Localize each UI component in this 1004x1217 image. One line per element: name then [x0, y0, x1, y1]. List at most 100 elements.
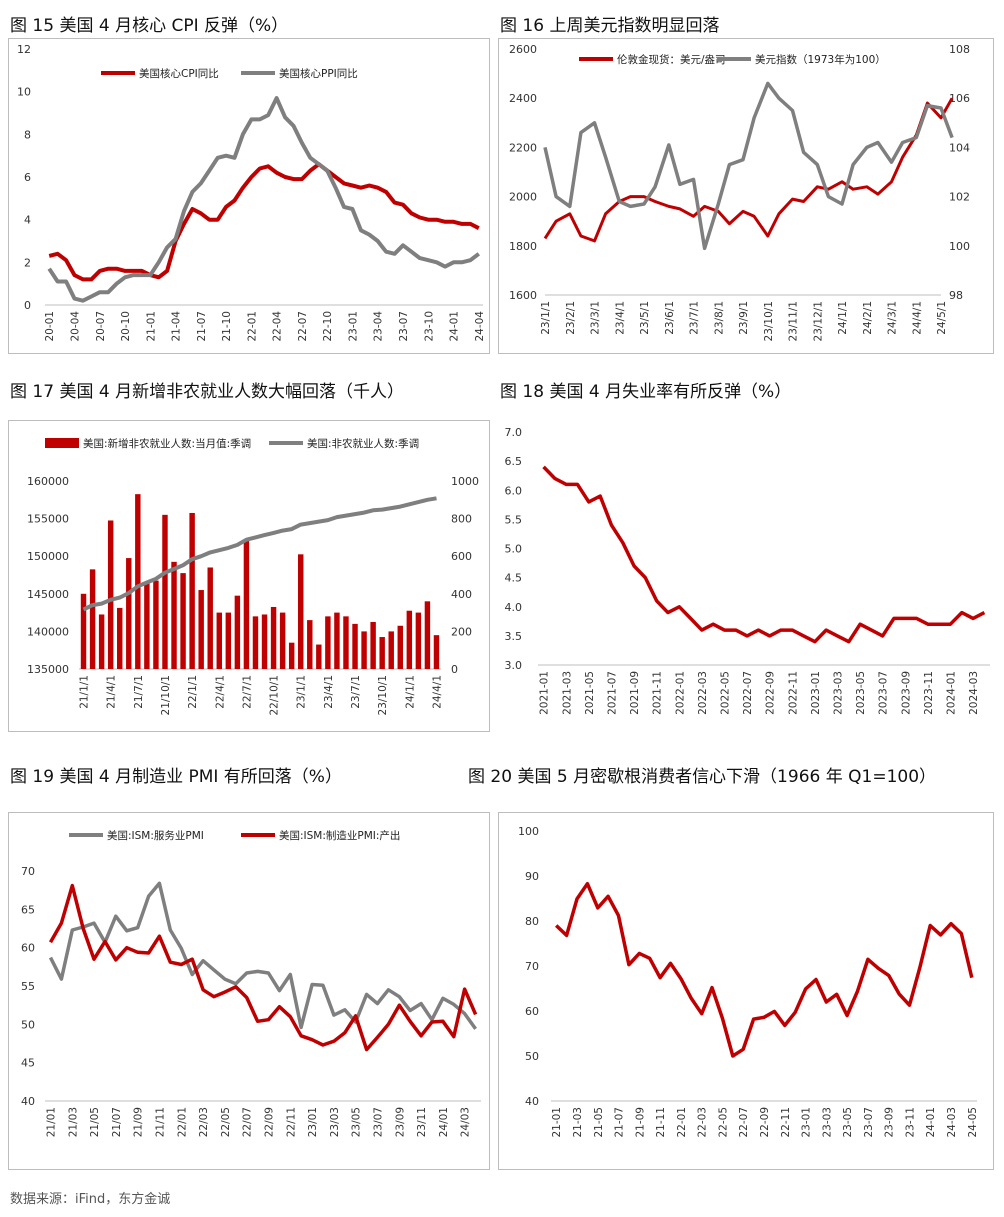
x-tick-label: 22/09: [263, 1107, 275, 1137]
x-tick-label: 23-05: [842, 1107, 854, 1138]
bar-new-payrolls: [198, 590, 204, 669]
x-tick-label: 23-11: [904, 1107, 916, 1138]
y-tick-label: 1800: [509, 240, 537, 253]
legend-label: 伦敦金现货：美元/盎司: [617, 53, 726, 66]
bar-new-payrolls: [307, 620, 313, 669]
chart-panel-fig15: 0 2 4 6 8 10 12 20-01 20-04 20-07 20-10 21-01 21-04 2…: [8, 38, 490, 354]
bar-new-payrolls: [261, 614, 268, 669]
x-tick-label: 2021-05: [584, 671, 596, 715]
bar-new-payrolls: [316, 644, 322, 669]
chart-nonfarm-payrolls: 135000 140000 145000 150000 155000 160000 0 200…: [27, 437, 479, 715]
legend-label: 美国:非农就业人数:季调: [307, 437, 419, 450]
x-tick-label: 21/09: [133, 1107, 145, 1137]
bar-new-payrolls: [107, 520, 114, 669]
x-tick-label: 22-05: [717, 1107, 729, 1138]
y-tick-label: 7.0: [505, 426, 523, 439]
bar-new-payrolls: [397, 625, 403, 669]
x-tick-label: 2022-05: [719, 671, 731, 715]
legend-label: 美国:新增非农就业人数:当月值:季调: [83, 437, 251, 450]
x-tick-label: 20-07: [95, 311, 107, 342]
x-tick-label: 23/2/1: [565, 301, 577, 335]
x-tick-label: 21-09: [634, 1107, 646, 1138]
bar-new-payrolls: [415, 612, 422, 669]
y2-tick-label: 102: [949, 191, 970, 204]
chart-panel-fig19: 40 45 50 55 60 65 70 21/01 21/03 21/05 21/07 21/09 2…: [8, 812, 490, 1170]
x-tick-label: 2023-07: [878, 671, 890, 715]
x-tick-label: 21-04: [171, 311, 183, 342]
x-tick-label: 24-05: [967, 1107, 979, 1138]
y2-tick-label: 1000: [451, 475, 479, 488]
bar-new-payrolls: [334, 612, 340, 669]
x-tick-label: 2023-09: [900, 671, 912, 715]
chart-panel-fig17: 135000 140000 145000 150000 155000 160000 0 200…: [8, 420, 490, 732]
series-line-core-cpi: [48, 162, 480, 282]
bar-new-payrolls: [117, 607, 123, 669]
series-line-manufacturing-output: [48, 883, 478, 1052]
x-tick-label: 22-11: [780, 1107, 792, 1138]
y2-tick-label: 400: [451, 588, 472, 601]
x-tick-label: 23/1/1: [296, 675, 308, 709]
y-tick-label: 6.0: [505, 484, 523, 497]
bar-new-payrolls: [343, 616, 349, 669]
x-tick-label: 24-03: [946, 1107, 958, 1138]
bar-new-payrolls: [225, 612, 232, 669]
y-tick-label: 70: [525, 960, 539, 973]
series-line-michigan-sentiment: [554, 881, 974, 1058]
x-tick-label: 23/7/1: [350, 675, 362, 709]
x-tick-label: 21/11: [154, 1107, 166, 1137]
y-tick-label: 145000: [27, 588, 69, 601]
x-tick-label: 22/4/1: [214, 675, 226, 709]
x-tick-label: 22-01: [676, 1107, 688, 1138]
x-tick-label: 2022-11: [787, 671, 799, 715]
x-tick-label: 2021-03: [561, 671, 573, 715]
series-line-unemployment: [542, 465, 986, 644]
data-source-note: 数据来源：iFind，东方金诚: [10, 1192, 171, 1207]
x-tick-label: 23-10: [423, 311, 435, 342]
y-tick-label: 6.5: [505, 455, 523, 468]
x-tick-label: 21/07: [111, 1107, 123, 1137]
bar-new-payrolls: [180, 573, 186, 669]
y-tick-label: 2400: [509, 92, 537, 105]
bar-new-payrolls: [288, 642, 295, 669]
y2-tick-label: 98: [949, 289, 963, 302]
x-tick-label: 24/2/1: [862, 301, 874, 335]
x-tick-label: 23/11/1: [788, 301, 800, 341]
x-tick-label: 21-01: [551, 1107, 563, 1138]
chart-unemployment-rate: 3.0 3.5 4.0 4.5 5.0 5.5 6.0 6.5 7.0 2021-01 2021-0…: [505, 426, 990, 715]
bar-new-payrolls: [252, 616, 259, 669]
y-tick-label: 3.0: [505, 659, 523, 672]
y-tick-label: 50: [525, 1050, 539, 1063]
x-tick-label: 2021-07: [606, 671, 618, 715]
x-tick-label: 23/4/1: [614, 301, 626, 335]
x-tick-label: 22-04: [272, 311, 284, 342]
bar-new-payrolls: [298, 554, 304, 669]
x-tick-label: 23/10/1: [763, 301, 775, 341]
x-tick-label: 21-11: [655, 1107, 667, 1138]
x-tick-label: 23/8/1: [713, 301, 725, 335]
x-tick-label: 22-07: [738, 1107, 750, 1138]
x-tick-label: 20-10: [120, 311, 132, 342]
legend-swatch: [45, 438, 79, 448]
x-tick-label: 2024-03: [968, 671, 980, 715]
legend-label: 美国核心CPI同比: [139, 67, 219, 80]
y-tick-label: 4: [24, 214, 31, 227]
figure-19-title: 图 19 美国 4 月制造业 PMI 有所回落（%）: [10, 767, 342, 787]
x-tick-label: 2021-11: [652, 671, 664, 715]
y2-tick-label: 108: [949, 43, 970, 56]
x-tick-label: 23/09: [394, 1107, 406, 1137]
y-tick-label: 40: [525, 1095, 539, 1108]
bar-new-payrolls: [207, 567, 213, 669]
y-tick-label: 6: [24, 171, 31, 184]
bar-new-payrolls: [89, 569, 96, 669]
x-tick-label: 23-04: [373, 311, 385, 342]
y-tick-label: 4.5: [505, 572, 523, 585]
x-tick-label: 2023-03: [832, 671, 844, 715]
chart-core-cpi-ppi: 0 2 4 6 8 10 12 20-01 20-04 20-07 20-10 21-01 21-04 2…: [17, 43, 486, 342]
series-line-services-pmi: [48, 881, 478, 1030]
y-tick-label: 55: [21, 980, 35, 993]
x-tick-label: 23/7/1: [689, 301, 701, 335]
y-tick-label: 160000: [27, 475, 69, 488]
y-tick-label: 60: [525, 1005, 539, 1018]
bar-new-payrolls: [379, 637, 385, 669]
y-tick-label: 12: [17, 43, 31, 56]
